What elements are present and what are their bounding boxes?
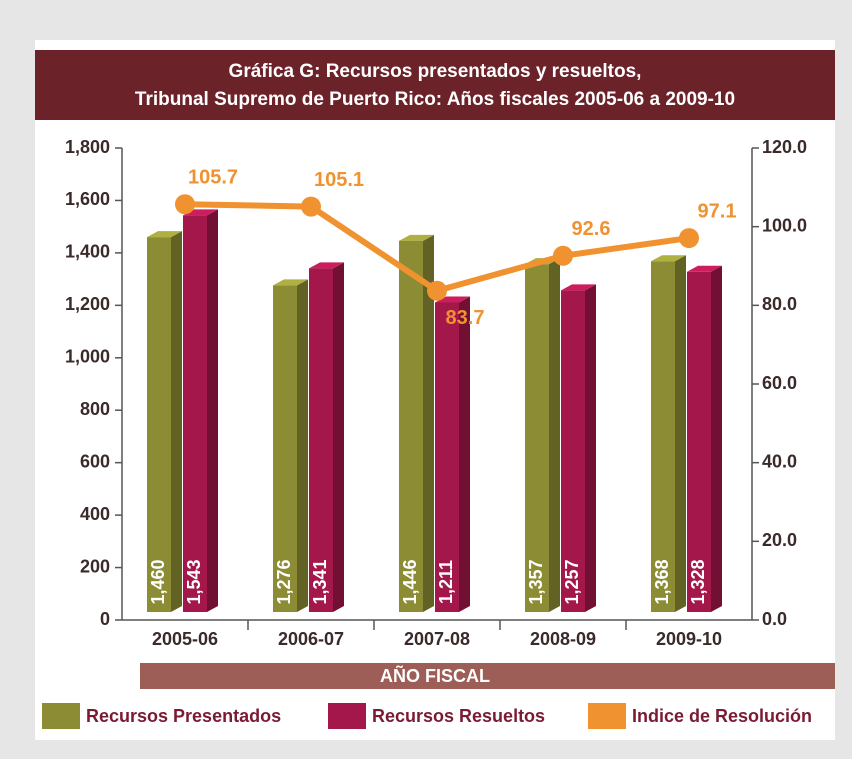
legend-label: Indice de Resolución [632,706,812,726]
bar-value-label: 1,460 [148,559,168,604]
y-tick-label: 800 [80,399,110,419]
y-tick-label: 1,400 [65,242,110,262]
bar-value-label: 1,357 [526,559,546,604]
y2-tick-label: 60.0 [762,373,797,393]
y-tick-label: 1,600 [65,189,110,209]
bar-3d: 1,460 [147,231,182,612]
chart-title: Gráfica G: Recursos presentados y resuel… [229,61,642,82]
bar-side [423,234,434,612]
y2-tick-label: 20.0 [762,530,797,550]
bar-3d: 1,446 [399,234,434,612]
legend-swatch [588,703,626,729]
bar-side [675,255,686,612]
y2-tick-label: 80.0 [762,294,797,314]
y2-tick-label: 0.0 [762,609,787,629]
bar [147,237,171,612]
bar-top [399,234,434,241]
bar-side [459,296,470,612]
bar-top [273,279,308,286]
y-tick-label: 1,800 [65,137,110,157]
line-marker [175,194,195,215]
bar-top [309,262,344,269]
title-band [35,50,835,120]
legend-swatch [42,703,80,729]
line-marker [301,196,321,217]
line-value-label: 83.7 [446,307,485,329]
y-tick-label: 1,000 [65,347,110,367]
line-marker [553,245,573,266]
bar [651,261,675,612]
bar-3d: 1,211 [435,296,470,612]
bar-top [651,255,686,262]
line-marker [679,228,699,249]
bar-top [147,231,182,238]
bar-value-label: 1,446 [400,559,420,604]
x-tick-label: 2009-10 [656,629,722,649]
line-value-label: 92.6 [572,218,611,240]
x-tick-label: 2005-06 [152,629,218,649]
bar-side [297,279,308,612]
bar-side [585,284,596,612]
bar-side [711,265,722,612]
bar-3d: 1,543 [183,209,218,612]
bar-3d: 1,276 [273,279,308,612]
bar [273,285,297,612]
chart-title: Tribunal Supremo de Puerto Rico: Años fi… [135,89,735,110]
bar-side [171,231,182,612]
line-value-label: 97.1 [698,200,737,222]
bar-value-label: 1,543 [184,559,204,604]
y2-tick-label: 40.0 [762,451,797,471]
y2-tick-label: 100.0 [762,215,807,235]
y-tick-label: 1,200 [65,294,110,314]
x-tick-label: 2007-08 [404,629,470,649]
bar-side [333,262,344,612]
x-label-band [140,663,835,689]
bar [309,268,333,612]
legend-label: Recursos Resueltos [372,706,545,726]
line-value-label: 105.7 [188,167,238,189]
bar-value-label: 1,276 [274,559,294,604]
bar-3d: 1,357 [525,258,560,612]
legend-label: Recursos Presentados [86,706,281,726]
y-tick-label: 600 [80,451,110,471]
bar-top [561,284,596,291]
bar [525,264,549,612]
x-axis-label: AÑO FISCAL [380,665,490,686]
bar [183,215,207,612]
bar-3d: 1,368 [651,255,686,612]
y2-tick-label: 120.0 [762,137,807,157]
bar [399,240,423,612]
x-tick-label: 2006-07 [278,629,344,649]
bar-top [687,265,722,272]
bar-value-label: 1,257 [562,559,582,604]
bar-side [207,209,218,612]
x-tick-label: 2008-09 [530,629,596,649]
line-value-label: 105.1 [314,169,364,191]
bar-3d: 1,257 [561,284,596,612]
bar-value-label: 1,328 [688,559,708,604]
bar-3d: 1,328 [687,265,722,612]
bar-3d: 1,341 [309,262,344,612]
y-tick-label: 0 [100,609,110,629]
bar-value-label: 1,211 [436,560,456,604]
y-tick-label: 400 [80,504,110,524]
bar-value-label: 1,341 [310,559,330,604]
line-marker [427,280,447,301]
y-tick-label: 200 [80,556,110,576]
bar-side [549,258,560,612]
bar [687,271,711,612]
bar [561,290,585,612]
bar [435,302,459,612]
legend-swatch [328,703,366,729]
bar-value-label: 1,368 [652,559,672,604]
